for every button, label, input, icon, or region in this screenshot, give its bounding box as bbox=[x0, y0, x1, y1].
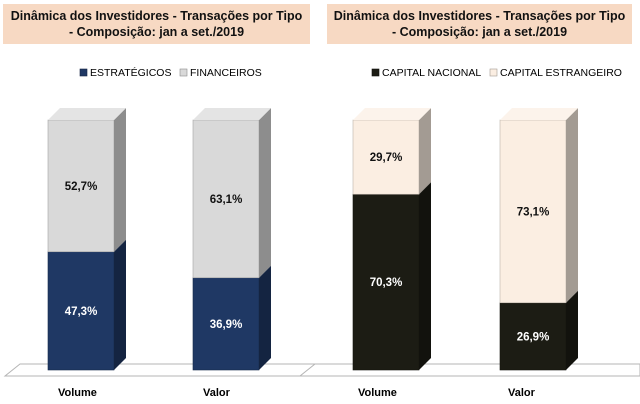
chart1-bar-valor-2-top bbox=[193, 108, 271, 120]
chart1-data-label-volume-1: 47,3% bbox=[65, 306, 98, 318]
chart2-data-label-valor-1: 26,9% bbox=[517, 331, 550, 343]
chart1-legend-label-2: FINANCEIROS bbox=[190, 67, 262, 79]
chart2-category-label-1: Volume bbox=[358, 387, 397, 399]
chart-title-right: Dinâmica dos Investidores - Transações p… bbox=[327, 4, 632, 44]
chart1-bar-volume-2-side bbox=[114, 108, 126, 252]
chart1-bar-volume-1-front bbox=[47, 251, 115, 371]
chart2-legend-swatch-2 bbox=[489, 68, 498, 77]
chart1-bar-valor-2-side bbox=[259, 108, 271, 278]
chart2-data-label-volume-2: 29,7% bbox=[370, 152, 403, 164]
chart2-bar-valor-1-front bbox=[499, 302, 567, 371]
chart2-bar-valor-2-side bbox=[566, 108, 578, 303]
chart1-legend-swatch-1 bbox=[79, 68, 88, 77]
chart1-bar-valor-2-front bbox=[192, 119, 260, 279]
chart2-bar-valor-2-top bbox=[500, 108, 578, 120]
chart2-data-label-valor-2: 73,1% bbox=[517, 206, 550, 218]
chart1-bar-volume-1-side bbox=[114, 239, 126, 370]
chart1-category-label-2: Valor bbox=[203, 387, 231, 399]
chart1-data-label-valor-1: 36,9% bbox=[210, 319, 243, 331]
chart-title-right-line-2: - Composição: jan a set./2019 bbox=[391, 25, 568, 39]
chart1-bar-volume-2-front bbox=[47, 119, 115, 253]
chart1-category-label-1: Volume bbox=[58, 387, 97, 399]
chart-title-left-line-2: - Composição: jan a set./2019 bbox=[68, 25, 245, 39]
chart2-bar-valor-1-side bbox=[566, 290, 578, 370]
chart1-bar-volume-2 bbox=[47, 108, 126, 253]
chart1-bar-volume-2-top bbox=[48, 108, 126, 120]
chart-title-right-line-1: Dinâmica dos Investidores - Transações p… bbox=[333, 9, 626, 23]
chart2-bar-volume-1-front bbox=[352, 193, 420, 371]
chart1-bar-volume-1 bbox=[47, 239, 126, 371]
chart2-bar-volume-1-side bbox=[419, 182, 431, 370]
chart2-bar-valor-2 bbox=[499, 108, 578, 304]
chart1-bar-valor-1 bbox=[192, 265, 271, 371]
chart1-data-label-valor-2: 63,1% bbox=[210, 194, 243, 206]
chart1-bar-valor-1-front bbox=[192, 277, 260, 371]
chart2-legend-label-1: CAPITAL NACIONAL bbox=[382, 67, 481, 79]
chart2-legend-label-2: CAPITAL ESTRANGEIRO bbox=[500, 67, 622, 79]
chart2-bar-volume-2-top bbox=[353, 108, 431, 120]
chart2-category-label-2: Valor bbox=[508, 387, 536, 399]
chart1-bar-valor-2 bbox=[192, 108, 271, 279]
chart2-bar-volume-2-side bbox=[419, 108, 431, 195]
chart1-data-label-volume-2: 52,7% bbox=[65, 181, 98, 193]
chart1-legend-label-1: ESTRATÉGICOS bbox=[90, 66, 171, 79]
chart2-data-label-volume-1: 70,3% bbox=[370, 277, 403, 289]
chart2-bar-volume-1 bbox=[352, 182, 431, 371]
chart2-bar-valor-2-front bbox=[499, 119, 567, 304]
chart2-legend-swatch-1 bbox=[371, 68, 380, 77]
chart2-floor bbox=[298, 363, 640, 377]
chart2-bar-volume-2 bbox=[352, 108, 431, 195]
chart-title-left: Dinâmica dos Investidores - Transações p… bbox=[3, 4, 310, 44]
chart1-bar-valor-1-side bbox=[259, 265, 271, 370]
chart-title-left-line-1: Dinâmica dos Investidores - Transações p… bbox=[10, 9, 303, 23]
chart2-bar-volume-2-front bbox=[352, 119, 420, 195]
chart1-legend-swatch-2 bbox=[179, 68, 188, 77]
